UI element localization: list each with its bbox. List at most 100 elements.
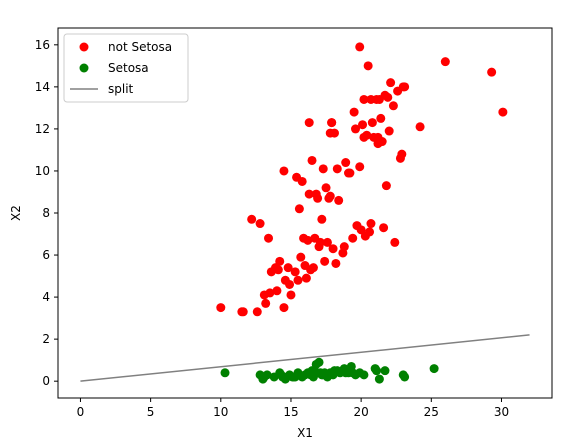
data-point xyxy=(286,290,296,300)
y-tick-label: 2 xyxy=(42,332,50,346)
x-axis-title: X1 xyxy=(297,426,313,440)
data-point xyxy=(304,118,314,128)
data-point xyxy=(321,183,331,193)
data-point xyxy=(307,155,317,165)
data-point xyxy=(289,372,299,382)
x-tick-label: 5 xyxy=(147,405,155,419)
data-point xyxy=(359,94,369,104)
x-axis: 0 5 10 15 20 25 30 xyxy=(77,398,509,419)
y-tick-label: 16 xyxy=(35,38,50,52)
split-line xyxy=(80,334,530,382)
data-point xyxy=(314,242,324,252)
data-point xyxy=(279,303,289,313)
x-tick-label: 0 xyxy=(77,405,85,419)
legend-label: Setosa xyxy=(108,61,149,75)
data-point xyxy=(317,214,327,224)
data-point xyxy=(395,153,405,163)
data-point xyxy=(265,288,275,298)
legend-label: not Setosa xyxy=(108,40,172,54)
data-point xyxy=(325,128,335,138)
data-point xyxy=(308,263,318,273)
data-point xyxy=(303,235,313,245)
data-point xyxy=(329,366,339,376)
data-point xyxy=(386,78,396,88)
data-point xyxy=(344,168,354,178)
legend-label: split xyxy=(108,82,134,96)
data-point xyxy=(328,244,338,254)
data-point xyxy=(322,237,332,247)
data-point xyxy=(311,189,321,199)
y-tick-label: 10 xyxy=(35,164,50,178)
legend-marker-swatch xyxy=(79,63,89,73)
data-point xyxy=(398,82,408,92)
data-point xyxy=(314,357,324,367)
x-tick-label: 30 xyxy=(494,405,509,419)
series-not-setosa xyxy=(216,42,508,317)
data-point xyxy=(332,164,342,174)
y-tick-label: 6 xyxy=(42,248,50,262)
data-point xyxy=(282,372,292,382)
legend: not Setosa Setosa split xyxy=(63,33,189,103)
data-point xyxy=(374,374,384,384)
y-tick-label: 12 xyxy=(35,122,50,136)
data-point xyxy=(359,370,369,380)
y-axis-title: X2 xyxy=(9,205,23,221)
data-point xyxy=(390,237,400,247)
data-point xyxy=(320,256,330,266)
data-point xyxy=(379,223,389,233)
data-point xyxy=(373,132,383,142)
data-point xyxy=(247,214,257,224)
data-point xyxy=(331,258,341,268)
data-point xyxy=(293,275,303,285)
data-point xyxy=(429,364,439,374)
data-point xyxy=(294,204,304,214)
data-point xyxy=(498,107,508,117)
data-point xyxy=(264,233,274,243)
data-point xyxy=(275,256,285,266)
data-point xyxy=(327,118,337,128)
data-point xyxy=(304,189,314,199)
data-point xyxy=(400,372,410,382)
y-tick-label: 4 xyxy=(42,290,50,304)
data-point xyxy=(272,286,282,296)
data-point xyxy=(349,107,359,117)
data-point xyxy=(372,366,382,376)
data-point xyxy=(255,219,265,229)
data-point xyxy=(220,368,230,378)
x-tick-label: 10 xyxy=(213,405,228,419)
data-point xyxy=(351,124,361,134)
data-point xyxy=(259,372,269,382)
data-point xyxy=(381,181,391,191)
data-point xyxy=(372,94,382,104)
data-point xyxy=(261,298,271,308)
data-point xyxy=(363,61,373,71)
data-point xyxy=(341,368,351,378)
data-point xyxy=(297,176,307,186)
x-tick-label: 20 xyxy=(353,405,368,419)
data-point xyxy=(355,162,365,172)
data-point xyxy=(334,195,344,205)
data-point xyxy=(384,126,394,136)
data-point xyxy=(487,67,497,77)
data-point xyxy=(290,267,300,277)
data-point xyxy=(216,303,226,313)
data-point xyxy=(440,57,450,67)
data-point xyxy=(365,227,375,237)
data-point xyxy=(321,370,331,380)
data-point xyxy=(283,263,293,273)
data-point xyxy=(348,233,358,243)
data-point xyxy=(415,122,425,132)
data-point xyxy=(341,158,351,168)
y-axis: 0 2 4 6 8 10 12 14 16 xyxy=(35,38,58,388)
legend-marker-swatch xyxy=(79,42,89,52)
data-point xyxy=(366,219,376,229)
data-point xyxy=(355,42,365,52)
data-point xyxy=(359,132,369,142)
legend-box xyxy=(63,33,189,103)
data-point xyxy=(296,252,306,262)
data-point xyxy=(307,366,317,376)
y-tick-label: 0 xyxy=(42,374,50,388)
data-point xyxy=(318,164,328,174)
data-point xyxy=(285,279,295,289)
